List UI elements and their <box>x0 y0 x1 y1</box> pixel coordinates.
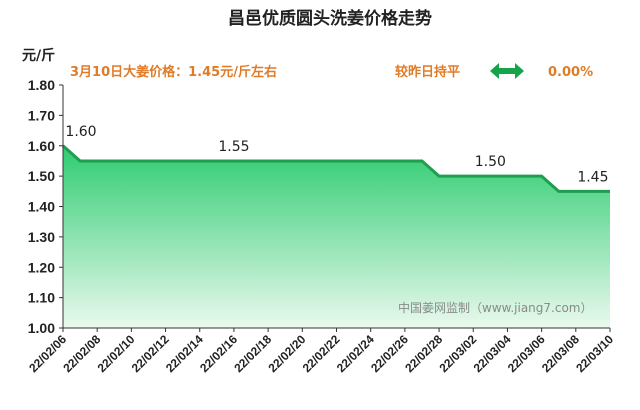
y-tick-label: 1.20 <box>28 259 55 275</box>
data-label: 1.45 <box>577 169 608 185</box>
y-tick-label: 1.00 <box>28 320 55 336</box>
compare-note: 较昨日持平 <box>395 64 460 80</box>
data-label: 1.60 <box>65 124 96 140</box>
y-tick-label: 1.50 <box>28 168 55 184</box>
y-tick-label: 1.40 <box>28 199 55 215</box>
price-note: 3月10日大姜价格：1.45元/斤左右 <box>70 64 277 80</box>
line <box>62 144 610 193</box>
watermark: 中国姜网监制（www.jiang7.com） <box>398 300 592 315</box>
flat-arrow-icon <box>490 63 524 79</box>
x-tick-label: 22/03/10 <box>573 332 616 375</box>
data-label: 1.50 <box>475 154 506 170</box>
change-note: 0.00% <box>548 65 593 80</box>
y-tick-label: 1.70 <box>28 107 55 123</box>
chart-title: 昌邑优质圆头洗姜价格走势 <box>228 8 432 29</box>
area-fill <box>63 145 610 328</box>
data-label: 1.55 <box>218 139 249 155</box>
y-axis-label: 元/斤 <box>22 47 55 64</box>
y-tick-label: 1.10 <box>28 290 55 306</box>
y-tick-label: 1.60 <box>28 138 55 154</box>
y-tick-label: 1.80 <box>28 77 55 93</box>
y-tick-label: 1.30 <box>28 229 55 245</box>
